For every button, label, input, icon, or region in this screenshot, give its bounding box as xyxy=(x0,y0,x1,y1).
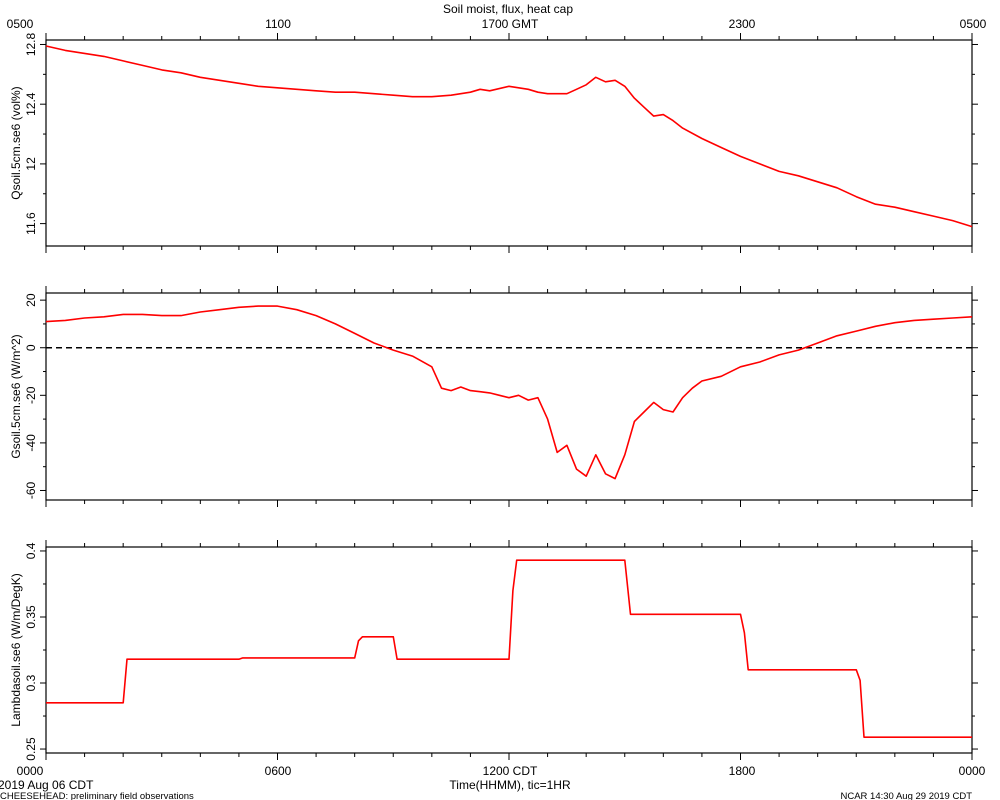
y-tick-label: 0.25 xyxy=(24,737,38,761)
x-axis-label: Time(HHMM), tic=1HR xyxy=(449,778,571,792)
plot-frame xyxy=(45,39,973,247)
top-axis-tick-label: 0500 xyxy=(960,17,987,31)
y-axis-label: Qsoil.5cm.se6 (vol%) xyxy=(9,86,23,199)
series-line xyxy=(45,45,973,228)
top-axis-tick-label: 2300 xyxy=(729,17,756,31)
y-tick-label: 0.35 xyxy=(24,605,38,629)
series-line xyxy=(45,305,973,480)
top-axis-tick-label: 1700 GMT xyxy=(482,17,539,31)
bottom-axis-tick-label: 1200 CDT xyxy=(483,764,538,778)
bottom-axis-tick-label: 0000 xyxy=(17,764,44,778)
footer-right: NCAR 14:30 Aug 29 2019 CDT xyxy=(841,791,973,800)
footer-left: CHEESEHEAD: preliminary field observatio… xyxy=(0,791,194,800)
bottom-axis-tick-label: 1800 xyxy=(729,764,756,778)
top-axis-tick-label: 1100 xyxy=(265,17,291,31)
plot-frame xyxy=(45,292,973,501)
y-tick-label: 12.4 xyxy=(24,92,38,116)
y-tick-label: 12 xyxy=(24,157,38,171)
soil-heat-flux-panel: -60 -40 -20 0 20 Gsoil.5cm.se6 (W/m^2) xyxy=(9,286,978,507)
bottom-axis-tick-label: 0000 xyxy=(959,764,986,778)
y-tick-label: -20 xyxy=(24,386,38,404)
bottom-axis-labels: 0000 0600 1200 CDT 1800 0000 xyxy=(17,764,986,778)
series-line xyxy=(46,559,972,739)
y-tick-label: 12.8 xyxy=(24,32,38,56)
y-axis-label: Gsoil.5cm.se6 (W/m^2) xyxy=(9,334,23,458)
y-tick-label: 20 xyxy=(24,293,38,307)
top-axis-labels: 0500 1100 1700 GMT 2300 0500 xyxy=(7,17,987,31)
y-tick-label: -40 xyxy=(24,434,38,452)
date-label: 2019 Aug 06 CDT xyxy=(0,778,94,792)
y-tick-label: 0.4 xyxy=(24,542,38,559)
y-tick-label: -60 xyxy=(24,481,38,499)
y-tick-label: 0.3 xyxy=(24,674,38,691)
y-axis-label: Lambdasoil.se6 (W/m/DegK) xyxy=(9,573,23,726)
top-axis-tick-label: 0500 xyxy=(7,17,34,31)
y-tick-label: 11.6 xyxy=(24,212,38,235)
bottom-axis-tick-label: 0600 xyxy=(265,764,292,778)
soil-moisture-panel: 11.6 12 12.4 12.8 Qsoil.5cm.se6 (vol%) xyxy=(9,32,978,253)
y-tick-label: 0 xyxy=(24,344,38,351)
chart-title: Soil moist, flux, heat cap xyxy=(443,2,573,16)
